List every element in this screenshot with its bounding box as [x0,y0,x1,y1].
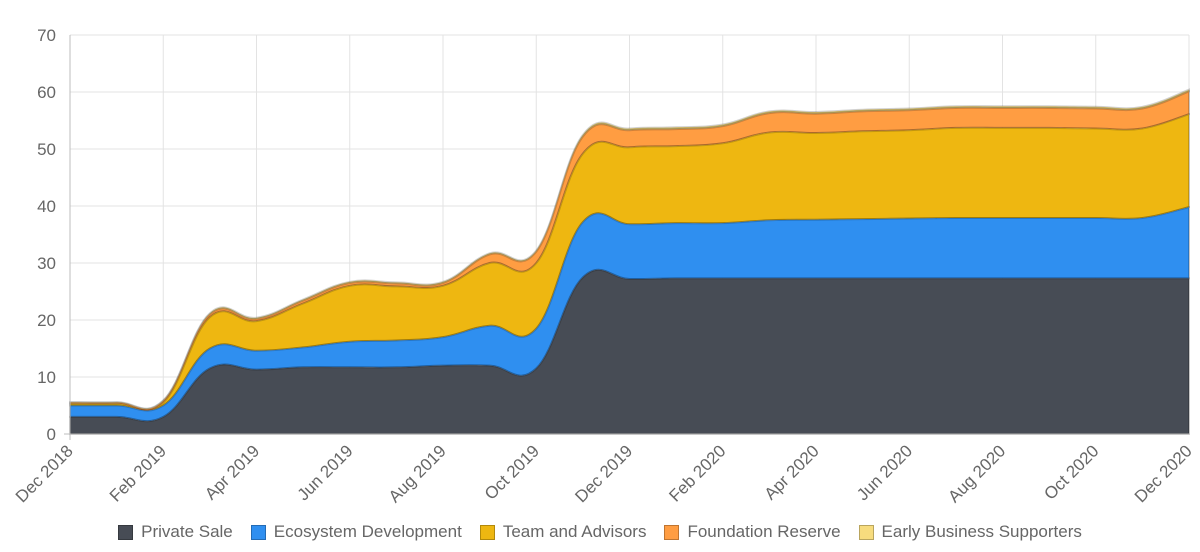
y-tick-label: 30 [37,254,56,273]
x-tick-label: Aug 2019 [385,441,450,506]
legend-item[interactable]: Foundation Reserve [664,522,841,542]
x-tick-label: Oct 2019 [481,441,543,503]
legend-swatch [479,524,495,540]
x-tick-label: Dec 2018 [12,441,77,506]
chart-legend: Private Sale Ecosystem Development Team an… [0,522,1200,542]
area-team-and-advisors [69,112,1190,412]
y-tick-label: 20 [37,311,56,330]
legend-swatch [118,524,134,540]
x-tick-label: Jun 2020 [853,441,916,504]
y-tick-label: 40 [37,197,56,216]
x-tick-label: Jun 2019 [294,441,357,504]
legend-item[interactable]: Team and Advisors [479,522,647,542]
legend-label: Team and Advisors [502,522,647,541]
area-ecosystem-development [69,205,1190,423]
legend-item[interactable]: Early Business Supporters [858,522,1082,542]
legend-item[interactable]: Ecosystem Development [250,522,462,542]
chart-canvas: 0 10 20 30 40 50 60 70 Dec 2018 Feb 2019 Apr 2019… [12,26,1196,506]
legend-label: Private Sale [141,522,233,541]
y-tick-label: 50 [37,140,56,159]
x-tick-label: Apr 2020 [761,441,823,503]
legend-swatch [250,524,266,540]
y-axis-ticks: 0 10 20 30 40 50 60 70 [37,26,56,444]
y-tick-label: 10 [37,368,56,387]
legend-label: Ecosystem Development [273,522,462,541]
axes [64,35,1189,440]
legend-label: Foundation Reserve [687,522,841,541]
y-tick-label: 60 [37,83,56,102]
area-series [69,88,1190,435]
legend-swatch [664,524,680,540]
x-tick-label: Dec 2019 [571,441,636,506]
x-tick-label: Dec 2020 [1131,441,1196,506]
legend-item[interactable]: Private Sale [118,522,233,542]
legend-swatch [858,524,874,540]
x-tick-label: Oct 2020 [1040,441,1102,503]
legend-label: Early Business Supporters [881,522,1082,541]
x-tick-label: Apr 2019 [201,441,263,503]
y-tick-label: 0 [47,425,56,444]
x-tick-label: Feb 2019 [106,441,170,505]
y-tick-label: 70 [37,26,56,45]
x-axis-ticks: Dec 2018 Feb 2019 Apr 2019 Jun 2019 Aug 2019… [12,441,1196,506]
x-tick-label: Aug 2020 [944,441,1009,506]
x-tick-label: Feb 2020 [665,441,729,505]
